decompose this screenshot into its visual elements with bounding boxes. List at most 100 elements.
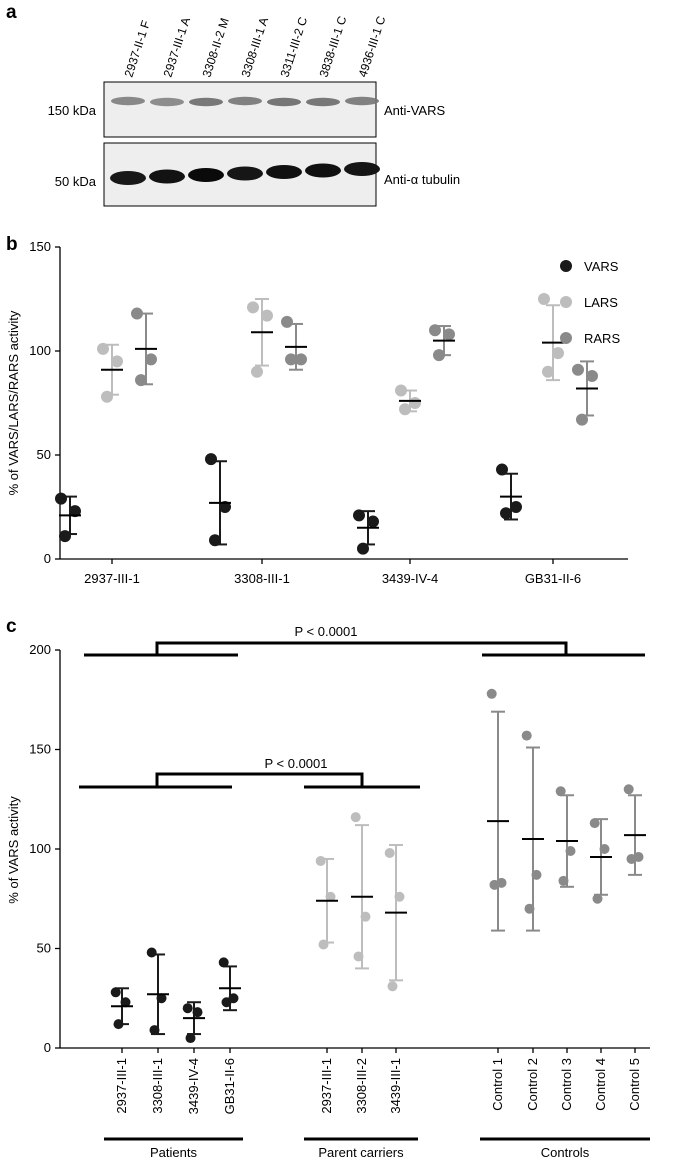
x-tick-label: 2937-III-1 <box>84 571 140 586</box>
legend-label: LARS <box>584 295 618 310</box>
data-point <box>558 875 569 886</box>
x-tick-label: 3308-III-2 <box>354 1058 369 1114</box>
lane-labels: 2937-II-1 F 2937-III-1 A 3308-II-2 M 3308-I… <box>122 14 389 79</box>
data-point <box>353 509 365 522</box>
vars-band <box>189 97 223 107</box>
lane-label: 3308-III-1 A <box>239 16 271 79</box>
data-point <box>555 786 566 797</box>
vars-band <box>306 97 340 107</box>
data-point <box>218 957 229 968</box>
data-point <box>221 997 232 1008</box>
data-point <box>113 1019 124 1030</box>
data-point <box>205 453 217 466</box>
data-point <box>146 947 157 958</box>
data-point <box>538 293 550 305</box>
x-tick-label: 3439-III-1 <box>388 1058 403 1114</box>
data-point <box>384 847 395 858</box>
data-point <box>623 784 634 795</box>
group-label: Patients <box>150 1145 197 1160</box>
y-tick-label: 100 <box>29 343 51 358</box>
data-point <box>131 307 143 320</box>
data-point <box>219 501 231 513</box>
data-point <box>285 353 297 366</box>
y-tick-label: 200 <box>29 642 51 657</box>
data-point <box>318 939 329 950</box>
lane-label: 4936-III-1 C <box>356 14 389 79</box>
data-point <box>192 1007 203 1018</box>
data-point <box>120 997 131 1008</box>
bracket-connector <box>155 772 364 787</box>
x-tick-label: 3439-IV-4 <box>382 571 438 586</box>
data-point <box>395 384 407 397</box>
mw-label-50: 50 kDa <box>55 174 97 189</box>
blot-bands <box>110 96 380 185</box>
data-point <box>135 374 147 387</box>
x-tick-label: Control 2 <box>525 1058 540 1111</box>
antibody-label-vars: Anti-VARS <box>384 103 445 118</box>
x-tick-label: Control 5 <box>627 1058 642 1111</box>
data-point <box>367 515 379 528</box>
data-point <box>542 365 554 378</box>
group-label: Controls <box>541 1145 590 1160</box>
legend-label: RARS <box>584 331 620 346</box>
tubulin-band <box>344 162 380 176</box>
data-point <box>156 993 167 1004</box>
data-point <box>565 845 576 856</box>
x-tick-label: GB31-II-6 <box>525 571 581 586</box>
blot-top-membrane <box>103 81 377 138</box>
chart-b-legend: VARS LARS RARS <box>560 259 620 346</box>
data-point <box>59 530 71 543</box>
bracket-connector <box>155 641 568 655</box>
data-point <box>500 507 512 520</box>
chart-b-marks <box>55 293 598 555</box>
lane-label: 2937-II-1 F <box>122 19 153 79</box>
chart-c: % of VARS activity 0 50 100 150 200 2937-III-… <box>6 624 650 1160</box>
data-point <box>185 1033 196 1044</box>
data-point <box>357 542 369 555</box>
data-point <box>251 365 263 378</box>
data-point <box>101 390 113 403</box>
data-point <box>521 730 532 741</box>
lane-label: 3838-III-1 C <box>317 14 350 79</box>
antibody-label-tubulin: Anti-α tubulin <box>384 172 460 187</box>
x-tick-label: 3308-III-1 <box>150 1058 165 1114</box>
lane-label: 3311-III-2 C <box>278 15 311 79</box>
data-point <box>496 463 508 476</box>
data-point <box>111 355 123 368</box>
chart-b-axes: 0 50 100 150 2937-III-1 3308-III-1 3439-IV-4 GB… <box>29 239 628 586</box>
data-point <box>576 413 588 426</box>
data-point <box>510 501 522 513</box>
y-tick-label: 150 <box>29 239 51 254</box>
data-point <box>97 342 109 355</box>
data-point <box>145 353 157 366</box>
data-point <box>110 987 121 998</box>
x-tick-label: Control 4 <box>593 1058 608 1111</box>
y-tick-label: 150 <box>29 742 51 757</box>
data-point <box>552 347 564 360</box>
data-point <box>247 301 259 314</box>
data-point <box>572 363 584 376</box>
data-point <box>182 1003 193 1014</box>
data-point <box>586 369 598 382</box>
vars-band <box>111 96 145 106</box>
x-tick-label: 3308-III-1 <box>234 571 290 586</box>
data-point <box>360 911 371 922</box>
data-point <box>350 812 361 823</box>
panel-label-c: c <box>6 616 17 637</box>
data-point <box>261 309 273 322</box>
data-point <box>589 818 600 829</box>
lane-label: 2937-III-1 A <box>161 16 193 79</box>
data-point <box>531 869 542 880</box>
data-point <box>433 349 445 362</box>
tubulin-band <box>227 166 263 181</box>
y-tick-label: 0 <box>44 1040 51 1055</box>
x-tick-label: Control 1 <box>490 1058 505 1111</box>
data-point <box>443 328 455 341</box>
x-tick-label: Control 3 <box>559 1058 574 1111</box>
vars-band <box>228 96 262 106</box>
x-tick-label: 3439-IV-4 <box>186 1058 201 1114</box>
tubulin-band <box>188 168 224 182</box>
data-point <box>295 353 307 366</box>
tubulin-band <box>149 169 185 184</box>
